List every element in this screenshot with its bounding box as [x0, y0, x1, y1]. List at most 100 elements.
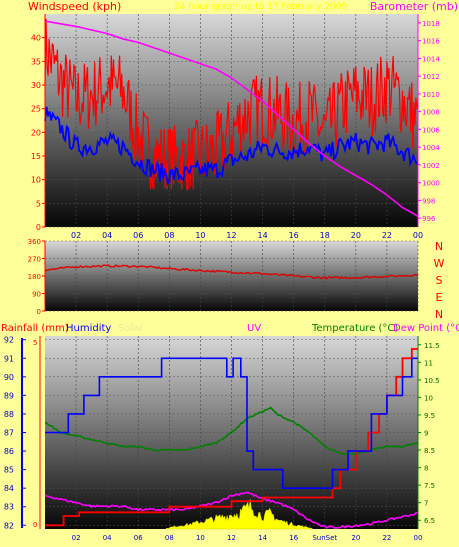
compass-label-n-bottom: N: [435, 308, 443, 321]
axis-ticks: 0510152025303540996998100010021004100610…: [4, 20, 441, 542]
bottom-x-tick-label: 20: [351, 534, 360, 542]
bottom-x-tick-label: SunSet: [312, 534, 337, 542]
top-x-tick-label: 08: [164, 231, 174, 240]
barometer-tick-label: 998: [422, 197, 435, 205]
humidity-axis-title: Humidity: [66, 323, 111, 334]
humidity-tick-label: 86: [4, 447, 14, 456]
barometer-tick-label: 1006: [422, 126, 440, 134]
top-x-tick-label: 14: [257, 231, 267, 240]
direction-tick-label: 0: [37, 308, 41, 316]
barometer-tick-label: 996: [422, 215, 436, 223]
direction-tick-label: 270: [28, 256, 41, 264]
bottom-x-tick-label: 10: [196, 534, 205, 542]
temperature-tick-label: 9: [424, 430, 428, 438]
temperature-tick-label: 11.5: [424, 342, 440, 350]
windspeed-tick-label: 20: [31, 128, 41, 137]
bottom-x-tick-label: 12: [227, 534, 236, 542]
bottom-x-tick-label: 00: [414, 534, 423, 542]
temperature-tick-label: 10: [424, 394, 433, 402]
dew-point-line: [44, 491, 419, 529]
windspeed-tick-label: 35: [31, 57, 41, 66]
wind-direction-line: [44, 264, 419, 280]
bottom-x-tick-label: 06: [134, 534, 143, 542]
direction-tick-label: 90: [32, 291, 41, 299]
dew-point-axis-title: Dew Point (°C): [393, 323, 459, 334]
barometer-tick-label: 1002: [422, 162, 440, 170]
humidity-tick-label: 82: [4, 521, 14, 530]
top-x-tick-label: 22: [382, 231, 392, 240]
temperature-tick-label: 7.5: [424, 482, 435, 490]
temperature-tick-label: 10.5: [424, 377, 440, 385]
barometer-tick-label: 1012: [422, 73, 440, 81]
direction-tick-label: 180: [28, 273, 41, 281]
chart-title: 24 hour graph up to 17 February 2009: [174, 2, 347, 12]
windspeed-tick-label: 40: [31, 34, 41, 43]
top-x-tick-label: 06: [133, 231, 143, 240]
windspeed-tick-label: 30: [31, 81, 41, 90]
top-x-tick-label: 20: [351, 231, 361, 240]
barometer-tick-label: 1016: [422, 38, 440, 46]
compass-label-e: E: [436, 291, 443, 304]
temperature-tick-label: 9.5: [424, 412, 435, 420]
direction-tick-label: 360: [28, 238, 41, 246]
barometer-tick-label: 1018: [422, 20, 440, 28]
bottom-x-tick-label: 04: [103, 534, 112, 542]
barometer-axis-title: Barometer (mb): [370, 0, 458, 13]
windspeed-tick-label: 15: [31, 152, 41, 161]
bottom-x-tick-label: 22: [382, 534, 391, 542]
humidity-tick-label: 91: [4, 354, 14, 363]
windspeed-tick-label: 5: [36, 199, 41, 208]
temperature-tick-label: 11: [424, 359, 433, 367]
windspeed-tick-label: 25: [31, 105, 41, 114]
bottom-x-tick-label: 14: [258, 534, 267, 542]
top-x-tick-label: 12: [226, 231, 236, 240]
bottom-x-tick-label: 02: [72, 534, 81, 542]
compass-label-w: W: [434, 257, 445, 270]
temperature-axis-title: Temperature (°C): [311, 323, 398, 334]
solar-label: Solar: [118, 323, 144, 334]
uv-label: UV: [247, 323, 261, 334]
bottom-x-tick-label: 16: [289, 534, 298, 542]
humidity-tick-label: 88: [4, 410, 14, 419]
barometer-tick-label: 1008: [422, 109, 440, 117]
top-x-tick-label: 04: [102, 231, 112, 240]
humidity-tick-label: 92: [4, 336, 14, 345]
compass-label-n-top: N: [435, 240, 443, 253]
windspeed-tick-label: 10: [31, 176, 41, 185]
windspeed-tick-label: 0: [36, 223, 41, 232]
humidity-tick-label: 84: [4, 484, 14, 493]
humidity-tick-label: 87: [4, 429, 14, 438]
temperature-tick-label: 6.5: [424, 517, 435, 525]
temperature-tick-label: 7: [424, 500, 428, 508]
wind-average-line: [44, 106, 419, 186]
windspeed-axis-title: Windspeed (kph): [28, 0, 121, 13]
top-x-tick-label: 00: [413, 231, 423, 240]
barometer-line: [44, 20, 419, 217]
rainfall-axis-max: 5: [33, 339, 37, 347]
humidity-line: [45, 357, 418, 490]
top-x-tick-label: 10: [195, 231, 205, 240]
humidity-tick-label: 85: [4, 466, 14, 475]
top-x-tick-label: 02: [71, 231, 81, 240]
barometer-tick-label: 1014: [422, 55, 440, 63]
solar-area: [165, 499, 313, 530]
humidity-tick-label: 89: [4, 391, 14, 400]
top-x-tick-label: 18: [320, 231, 330, 240]
compass-label-s: S: [436, 274, 443, 287]
temperature-tick-label: 8.5: [424, 447, 435, 455]
barometer-tick-label: 1004: [422, 144, 440, 152]
humidity-tick-label: 83: [4, 503, 14, 512]
top-x-tick-label: 16: [289, 231, 299, 240]
temperature-tick-label: 8: [424, 465, 428, 473]
bottom-x-tick-label: 08: [165, 534, 174, 542]
barometer-tick-label: 1010: [422, 91, 440, 99]
direction-plot-area: [45, 241, 418, 311]
wind-gust-line: [44, 18, 419, 190]
barometer-tick-label: 1000: [422, 180, 440, 188]
rainfall-axis-title: Rainfall (mm): [1, 323, 69, 334]
data-series: [44, 18, 419, 530]
humidity-tick-label: 90: [4, 373, 14, 382]
rainfall-axis-min: 0: [33, 521, 37, 529]
